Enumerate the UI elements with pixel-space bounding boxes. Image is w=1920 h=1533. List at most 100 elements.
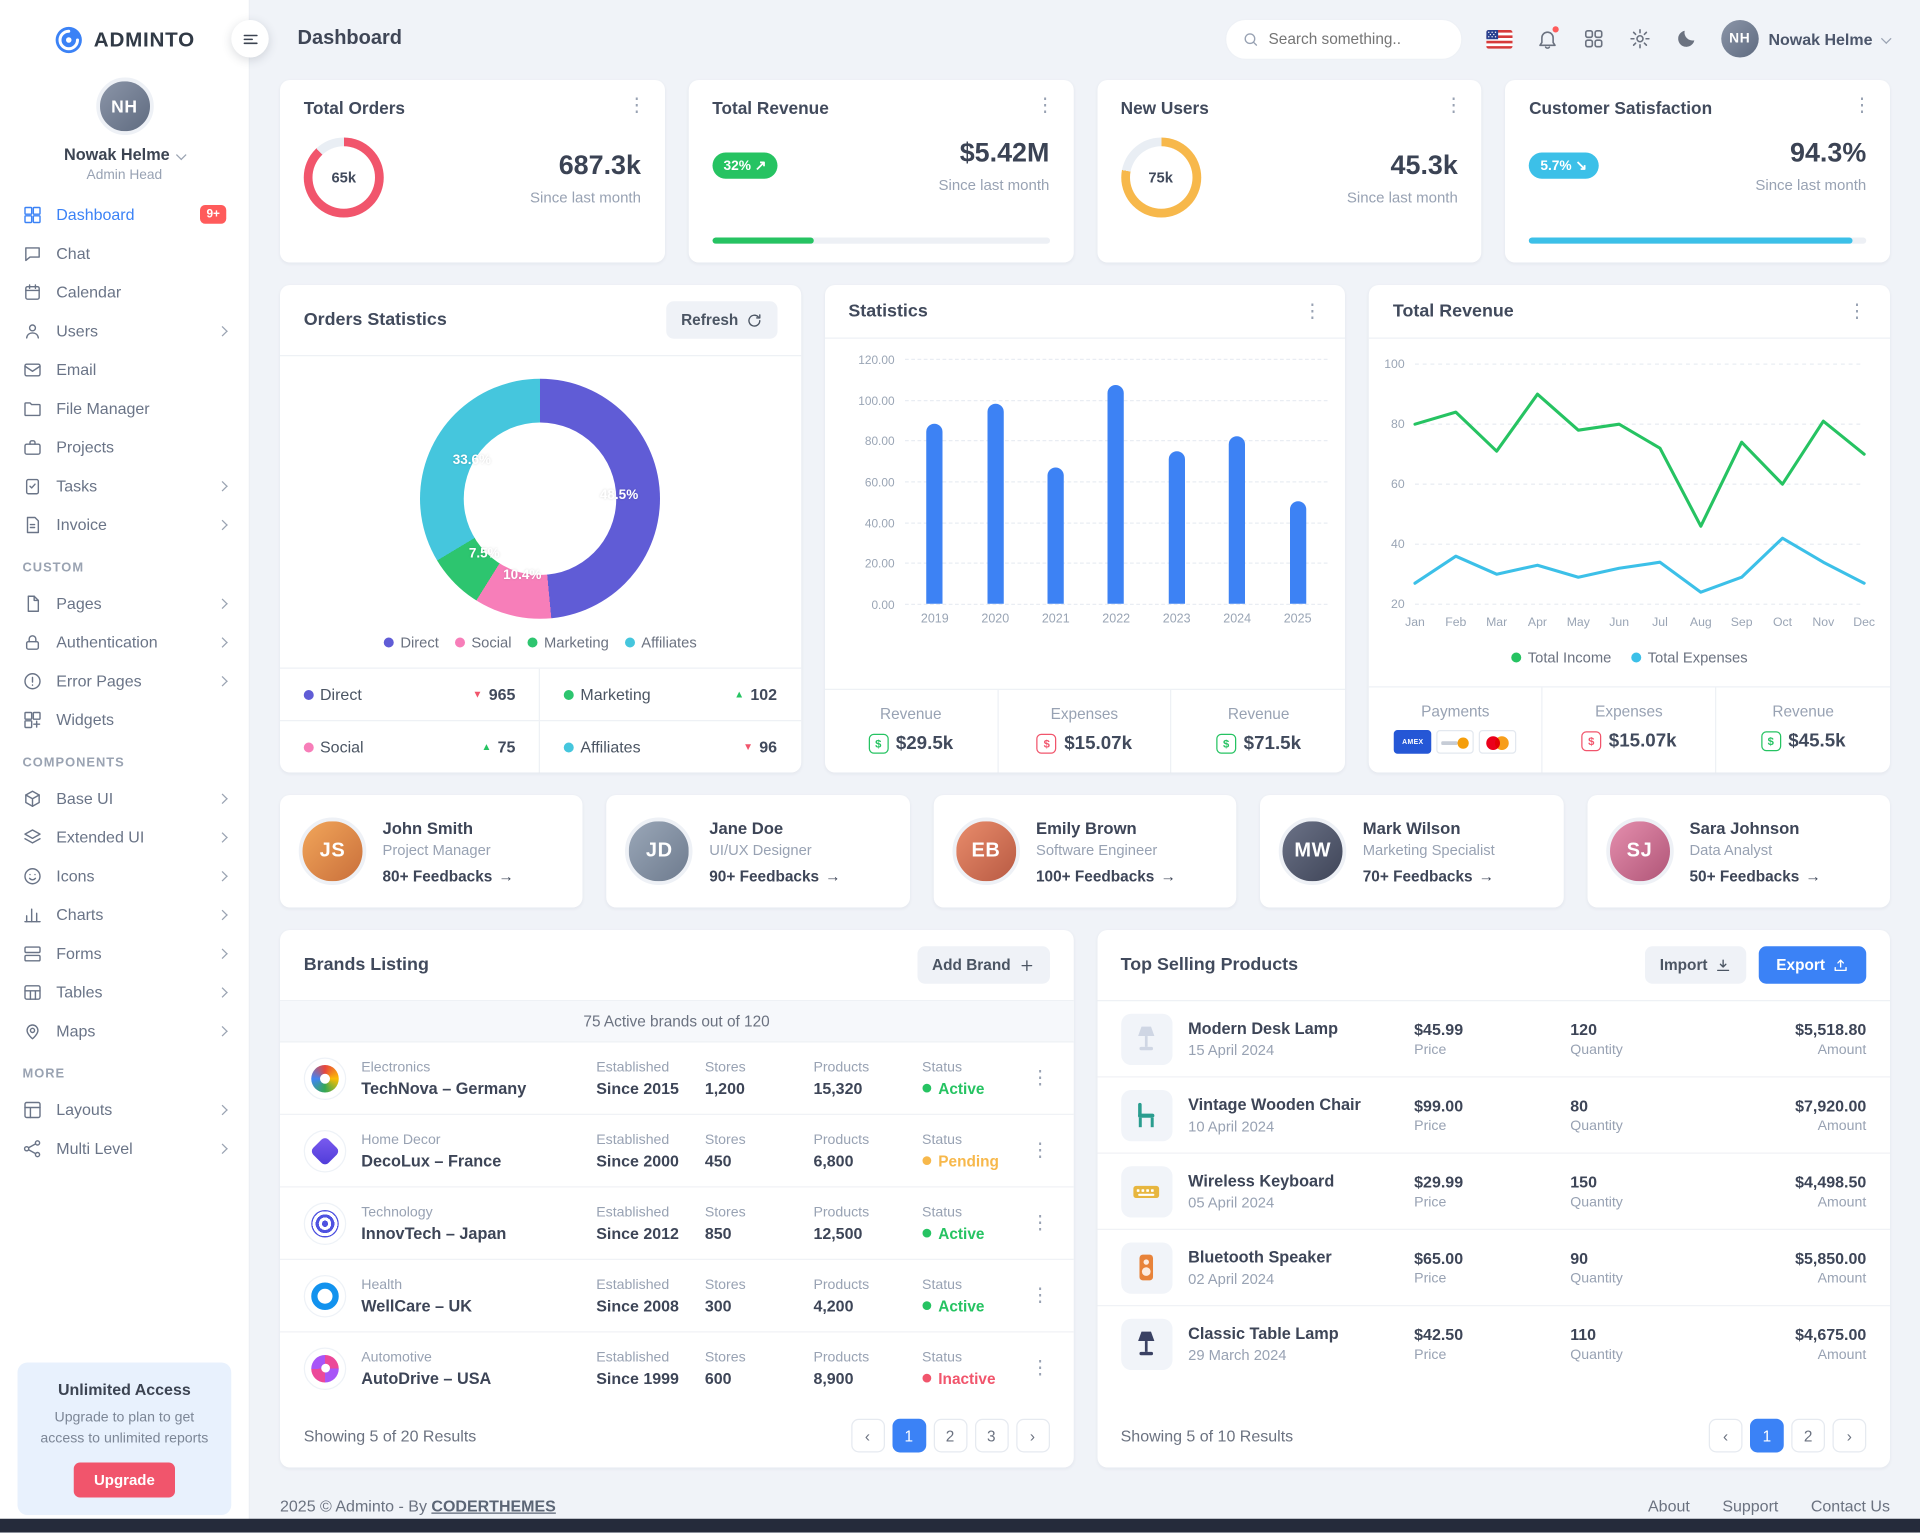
panel-title: Total Revenue <box>1392 301 1514 322</box>
sidebar-item-widgets[interactable]: Widgets <box>0 700 249 739</box>
line-series <box>1413 536 1867 594</box>
sidebar-item-layouts[interactable]: Layouts <box>0 1090 249 1129</box>
sidebar-item-extended-ui[interactable]: Extended UI <box>0 818 249 857</box>
sidebar-item-charts[interactable]: Charts <box>0 895 249 934</box>
support-link[interactable]: Support <box>1722 1496 1779 1515</box>
page-button-2[interactable]: 2 <box>1791 1418 1825 1453</box>
import-button[interactable]: Import <box>1644 946 1747 984</box>
sidebar-item-invoice[interactable]: Invoice <box>0 505 249 544</box>
language-flag-button[interactable] <box>1485 29 1513 49</box>
export-button[interactable]: Export <box>1758 946 1867 984</box>
page-button-3[interactable]: 3 <box>974 1418 1009 1453</box>
table-row[interactable]: Wireless Keyboard 05 April 2024 $29.99 Pr… <box>1096 1154 1890 1230</box>
user-menu[interactable]: NH Nowak Helme <box>1720 20 1892 58</box>
dark-mode-button[interactable] <box>1675 28 1698 51</box>
sidebar-item-multi-level[interactable]: Multi Level <box>0 1129 249 1168</box>
notifications-button[interactable] <box>1536 25 1560 51</box>
feedbacks-link[interactable]: 50+ Feedbacks → <box>1689 867 1820 885</box>
status-label: Inactive <box>938 1369 996 1387</box>
prev-page-button[interactable]: ‹ <box>850 1418 885 1453</box>
table-row[interactable]: Automotive AutoDrive – USA Established Si… <box>280 1333 1073 1404</box>
sidebar-item-icons[interactable]: Icons <box>0 856 249 895</box>
kebab-menu-icon[interactable]: ⋮ <box>1852 95 1872 117</box>
sidebar-item-maps[interactable]: Maps <box>0 1011 249 1050</box>
sidebar-item-authentication[interactable]: Authentication <box>0 623 249 662</box>
refresh-button[interactable]: Refresh <box>666 301 778 339</box>
kebab-menu-icon[interactable]: ⋮ <box>1035 95 1055 117</box>
page-button-1[interactable]: 1 <box>891 1418 926 1453</box>
kebab-menu-icon[interactable]: ⋮ <box>627 95 646 117</box>
about-link[interactable]: About <box>1648 1496 1690 1515</box>
prev-page-button[interactable]: ‹ <box>1708 1418 1743 1453</box>
sidebar-item-pages[interactable]: Pages <box>0 584 249 623</box>
sidebar-toggle-button[interactable] <box>231 20 269 58</box>
next-page-button[interactable]: › <box>1015 1418 1050 1453</box>
search-box[interactable] <box>1224 18 1463 60</box>
svg-text:Feb: Feb <box>1446 615 1467 629</box>
kebab-menu-icon[interactable]: ⋮ <box>1030 1140 1050 1162</box>
sidebar-item-calendar[interactable]: Calendar <box>0 273 249 312</box>
status-badge: Active <box>922 1224 1016 1242</box>
profile-name-row[interactable]: Nowak Helme <box>0 145 249 164</box>
settings-button[interactable] <box>1628 28 1651 51</box>
feedbacks-link[interactable]: 70+ Feedbacks → <box>1363 867 1495 885</box>
kebab-menu-icon[interactable]: ⋮ <box>1030 1212 1050 1234</box>
table-row[interactable]: Home Decor DecoLux – France Established S… <box>280 1115 1074 1188</box>
page-button-1[interactable]: 1 <box>1750 1418 1784 1453</box>
arrow-right-icon: → <box>498 866 514 885</box>
table-row[interactable]: Modern Desk Lamp 15 April 2024 $45.99 Pri… <box>1096 1001 1890 1078</box>
coderthemes-link[interactable]: CODERTHEMES <box>431 1496 556 1515</box>
feedbacks-link[interactable]: 80+ Feedbacks → <box>383 867 514 885</box>
upgrade-button[interactable]: Upgrade <box>73 1462 175 1498</box>
sidebar-item-tables[interactable]: Tables <box>0 973 249 1012</box>
stat-value: 45.3k <box>1390 149 1458 180</box>
table-row[interactable]: Bluetooth Speaker 02 April 2024 $65.00 Pr… <box>1096 1230 1890 1307</box>
next-page-button[interactable]: › <box>1832 1418 1867 1453</box>
profile-avatar[interactable]: NH <box>95 77 154 135</box>
sidebar-item-projects[interactable]: Projects <box>0 428 249 467</box>
table-row[interactable]: Classic Table Lamp 29 March 2024 $42.50 P… <box>1097 1306 1890 1381</box>
sidebar-item-users[interactable]: Users <box>0 311 249 350</box>
table-row[interactable]: Vintage Wooden Chair 10 April 2024 $99.0… <box>1096 1078 1890 1154</box>
sidebar-item-email[interactable]: Email <box>0 350 249 389</box>
page-title: Dashboard <box>297 27 402 49</box>
apps-grid-button[interactable] <box>1582 28 1605 51</box>
pagination: ‹ 1 2 3 › <box>850 1418 1050 1453</box>
sidebar-item-tasks[interactable]: Tasks <box>0 466 249 505</box>
search-input[interactable] <box>1268 30 1445 48</box>
stat-value: 94.3% <box>1790 137 1867 168</box>
table-row[interactable]: Electronics TechNova – Germany Establish… <box>280 1043 1074 1115</box>
kebab-menu-icon[interactable]: ⋮ <box>1030 1357 1050 1379</box>
kebab-menu-icon[interactable]: ⋮ <box>1847 300 1867 322</box>
sidebar-item-file-manager[interactable]: File Manager <box>0 389 249 428</box>
add-brand-button[interactable]: Add Brand <box>917 946 1050 984</box>
orders-stat-affiliates: Affiliates ▼ 96 <box>540 721 800 772</box>
sidebar-item-label: Calendar <box>56 282 122 302</box>
kebab-menu-icon[interactable]: ⋮ <box>1444 95 1463 117</box>
stat-card-total-orders: Total Orders ⋮ 65k 687.3k Since last mon… <box>280 80 665 263</box>
sidebar-item-error-pages[interactable]: Error Pages <box>0 661 249 700</box>
sidebar-item-label: Maps <box>56 1021 96 1040</box>
status-dot <box>922 1373 931 1383</box>
brand-name: WellCare – UK <box>361 1295 473 1315</box>
legend-dot <box>1631 652 1642 663</box>
sidebar-item-chat[interactable]: Chat <box>0 234 249 273</box>
stat-value: 96 <box>759 737 778 757</box>
sidebar-item-base-ui[interactable]: Base UI <box>0 779 249 818</box>
kebab-menu-icon[interactable]: ⋮ <box>1030 1285 1050 1307</box>
sidebar-item-forms[interactable]: Forms <box>0 934 249 973</box>
upgrade-text: Upgrade to plan to get access to unlimit… <box>40 1410 209 1446</box>
upgrade-title: Unlimited Access <box>57 1380 191 1400</box>
contact-us-link[interactable]: Contact Us <box>1810 1496 1890 1515</box>
table-row[interactable]: Health WellCare – UK Established Since 20… <box>280 1260 1074 1333</box>
app-logo[interactable]: ADMINTO <box>0 0 249 65</box>
sidebar-item-dashboard[interactable]: Dashboard 9+ <box>0 195 249 234</box>
column-label: Quantity <box>1570 1042 1623 1058</box>
feedbacks-link[interactable]: 90+ Feedbacks → <box>709 867 840 885</box>
page-button-2[interactable]: 2 <box>933 1418 967 1453</box>
metric-value: $15.07k <box>1608 730 1677 752</box>
table-row[interactable]: Technology InnovTech – Japan Established… <box>280 1188 1074 1260</box>
kebab-menu-icon[interactable]: ⋮ <box>1302 300 1322 322</box>
kebab-menu-icon[interactable]: ⋮ <box>1030 1067 1050 1089</box>
feedbacks-link[interactable]: 100+ Feedbacks → <box>1036 867 1176 885</box>
